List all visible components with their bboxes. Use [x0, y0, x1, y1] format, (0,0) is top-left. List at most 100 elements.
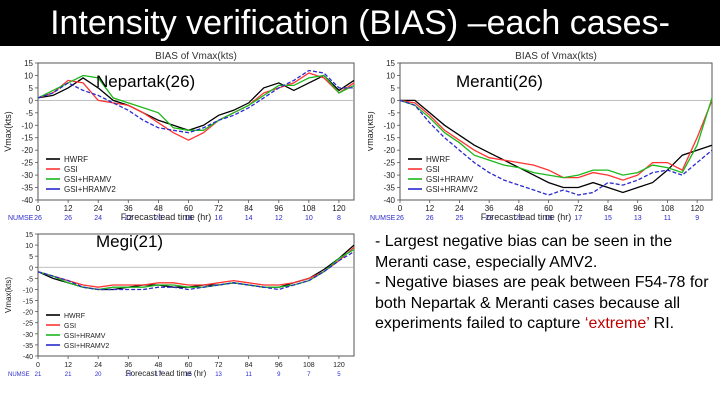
x-tick-label: 12: [425, 204, 434, 213]
x-tick-label: 96: [274, 204, 283, 213]
sample-count-label: NUMSE: [8, 215, 34, 222]
x-tick-label: 36: [124, 362, 132, 369]
legend-label: GSI: [64, 323, 76, 330]
y-tick-label: -20: [21, 146, 33, 155]
chart-svg: BIAS of Vmax(kts) 15 10 5 0 -5 -10 -15 -20 -25 -30…: [368, 51, 713, 222]
sample-count: 21: [65, 372, 72, 378]
sample-count: 26: [396, 215, 404, 222]
y-tick-label: -15: [23, 299, 33, 306]
chart-panel-nepartak: BIAS of Vmax(kts) 15 10 5 0 -5 -10 -15 -20 -25 -30…: [4, 47, 360, 222]
legend-label: GSI: [64, 165, 78, 174]
case-label: Meranti(26): [456, 72, 543, 91]
legend-label: HWRF: [64, 313, 85, 320]
sample-count: 18: [185, 215, 193, 222]
x-tick-label: 48: [154, 362, 162, 369]
y-tick-label: -35: [383, 184, 395, 193]
x-tick-label: 108: [661, 204, 675, 213]
bullet-2: - Negative biases are peak between F54-7…: [375, 273, 710, 335]
chart-title: BIAS of Vmax(kts): [515, 51, 597, 62]
legend-label: HWRF: [426, 155, 450, 164]
plot-frame: [37, 233, 355, 357]
x-tick-label: 84: [604, 204, 613, 213]
sample-count: 20: [95, 372, 102, 378]
sample-count: 24: [94, 215, 102, 222]
x-tick-label: 84: [245, 362, 253, 369]
y-tick-label: 15: [25, 232, 33, 239]
y-tick-label: 5: [29, 254, 33, 261]
y-tick-label: -15: [21, 134, 33, 143]
bullet-2-suffix: RI.: [649, 315, 675, 333]
series-line-gsi-hramv: [37, 74, 355, 131]
y-tick-label: -20: [23, 310, 33, 317]
bullet-1: - Largest negative bias can be seen in t…: [375, 233, 673, 271]
bullet-2-prefix: - Negative biases are peak between F54-7…: [375, 274, 709, 333]
x-tick-label: 36: [124, 204, 133, 213]
y-tick-label: 5: [29, 84, 34, 93]
sample-count: 26: [64, 215, 72, 222]
x-tick-label: 108: [303, 362, 315, 369]
sample-count: 26: [34, 215, 42, 222]
chart-title: BIAS of Vmax(kts): [155, 51, 237, 62]
plot-frame: [37, 62, 355, 201]
legend-label: GSI: [426, 165, 440, 174]
y-axis-label: Vmax(kts): [4, 111, 13, 152]
y-tick-label: 10: [24, 71, 33, 80]
y-tick-label: -40: [23, 354, 33, 361]
legend-label: GSI+HRAMV: [64, 333, 106, 340]
chart-panel-megi: 15 10 5 0 -5 -10 -15 -20 -25 -30 -35 -40 Vmax(kts) 0 2…: [4, 228, 360, 378]
sample-count: 21: [515, 215, 523, 222]
y-tick-label: -30: [23, 332, 33, 339]
x-tick-label: 60: [184, 204, 193, 213]
y-tick-label: -40: [21, 196, 33, 205]
title-bar: Intensity verification (BIAS) –each case…: [0, 0, 720, 46]
series-line-hwrf: [37, 74, 355, 131]
sample-count: 17: [574, 215, 582, 222]
x-tick-label: 0: [398, 204, 403, 213]
x-tick-label: 96: [633, 204, 642, 213]
legend-label: GSI+HRAMV2: [426, 185, 478, 194]
y-tick-label: -20: [383, 146, 395, 155]
y-tick-label: -5: [26, 109, 34, 118]
sample-count: 19: [125, 372, 132, 378]
x-tick-label: 24: [94, 204, 103, 213]
y-tick-label: -10: [383, 121, 395, 130]
bullet-2-highlight: ‘extreme’: [584, 315, 650, 333]
sample-count: 9: [277, 372, 281, 378]
x-tick-label: 36: [485, 204, 494, 213]
x-axis-label: Forecast lead time (hr): [126, 369, 207, 378]
series-line-gsi: [37, 246, 355, 288]
chart-svg: 15 10 5 0 -5 -10 -15 -20 -25 -30 -35 -40 Vmax(kts) 0 2…: [4, 232, 355, 378]
sample-count: 11: [246, 372, 253, 378]
y-tick-label: -30: [383, 171, 395, 180]
sample-count: 13: [215, 372, 222, 378]
y-tick-label: 15: [24, 59, 33, 68]
sample-count: 14: [245, 215, 253, 222]
sample-count: 26: [426, 215, 434, 222]
sample-count: 12: [275, 215, 283, 222]
y-tick-label: -10: [21, 121, 33, 130]
y-tick-label: 15: [386, 59, 395, 68]
y-tick-label: 0: [29, 265, 33, 272]
y-tick-label: 10: [25, 243, 33, 250]
x-tick-label: 24: [94, 362, 102, 369]
x-tick-label: 120: [690, 204, 704, 213]
legend-label: GSI+HRAMV2: [64, 185, 116, 194]
x-axis-label: Forecast lead time (hr): [121, 212, 212, 222]
chart-svg: BIAS of Vmax(kts) 15 10 5 0 -5 -10 -15 -20 -25 -30…: [4, 51, 355, 222]
sample-count: 20: [154, 215, 162, 222]
y-tick-label: -25: [383, 159, 395, 168]
sample-count: 17: [155, 372, 162, 378]
sample-count: 15: [604, 215, 612, 222]
chart-panel-meranti: BIAS of Vmax(kts) 15 10 5 0 -5 -10 -15 -20 -25 -30…: [368, 47, 720, 222]
y-axis-label: Vmax(kts): [4, 277, 13, 313]
series-line-hwrf: [400, 99, 713, 194]
y-tick-label: 0: [29, 96, 34, 105]
case-label: Nepartak(26): [96, 72, 195, 91]
y-tick-label: -10: [23, 287, 33, 294]
series-line-gsi: [399, 99, 713, 181]
x-tick-label: 72: [214, 204, 223, 213]
sample-count-label: NUMSE: [8, 372, 30, 378]
legend-label: GSI+HRAMV: [64, 175, 112, 184]
y-tick-label: 0: [391, 96, 396, 105]
y-tick-label: -40: [383, 196, 395, 205]
